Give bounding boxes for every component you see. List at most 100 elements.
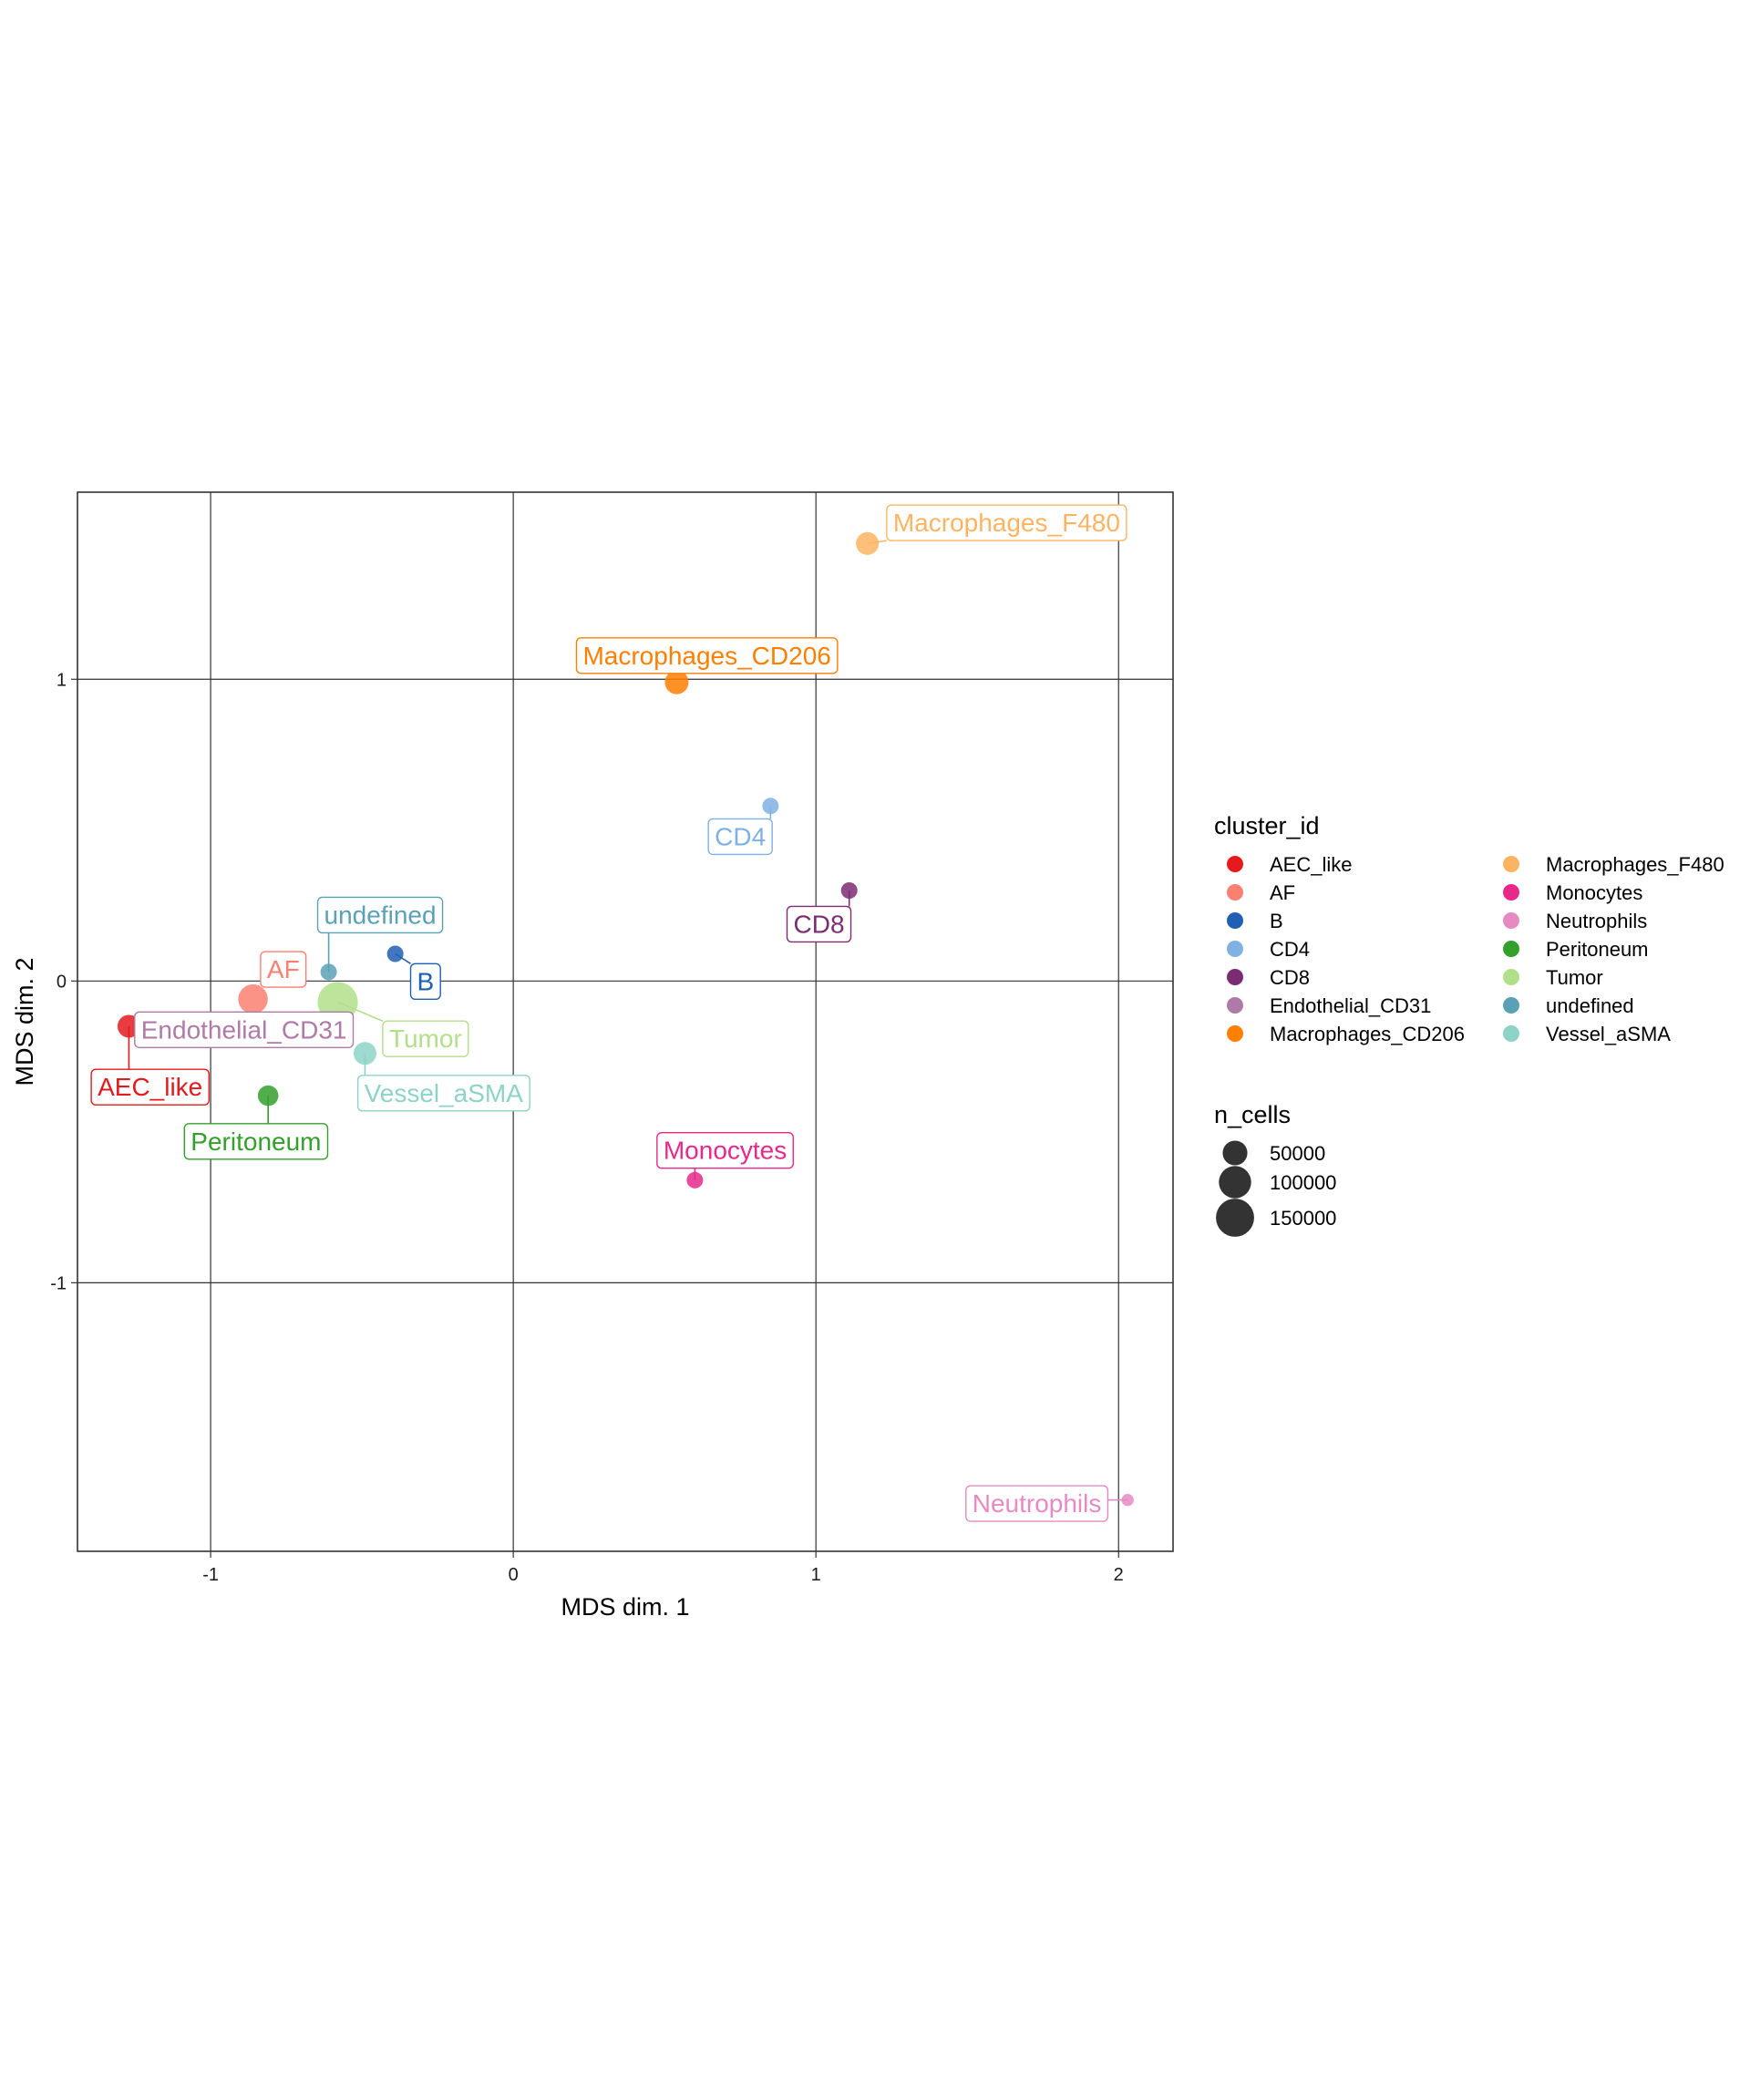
label-text: AEC_like [98, 1073, 202, 1101]
label-text: Vessel_aSMA [365, 1079, 524, 1107]
label-text: Peritoneum [190, 1127, 321, 1156]
size-key-50000 [1222, 1140, 1248, 1166]
x-tick-label: -1 [202, 1565, 219, 1585]
legend-label-macrophages-f480: Macrophages_F480 [1546, 853, 1724, 876]
point-monocytes [686, 1171, 704, 1189]
label-text: AF [267, 955, 300, 983]
label-undefined: undefined [316, 896, 444, 934]
data-labels: AEC_like AF B CD4 CD8 Endothelial_CD31 Macroph… [90, 504, 1127, 1522]
label-cd4: CD4 [707, 818, 773, 856]
legend-label-tumor: Tumor [1546, 966, 1603, 989]
legend-key-peritoneum [1503, 941, 1519, 957]
legend-label-cd4: CD4 [1270, 938, 1310, 961]
label-text: Tumor [389, 1024, 462, 1053]
legend-key-cd4 [1227, 941, 1243, 957]
label-tumor: Tumor [382, 1020, 469, 1057]
legend-key-macrophages-f480 [1503, 856, 1519, 872]
legend-key-vessel-asma [1503, 1025, 1519, 1042]
legend-label-peritoneum: Peritoneum [1546, 938, 1649, 961]
label-box [260, 951, 307, 988]
cluster-legend: cluster_id AEC_like AF B CD4 CD8 Endothelial_… [1214, 812, 1724, 1045]
x-tick-label: 1 [811, 1565, 821, 1585]
label-box [382, 1020, 469, 1057]
label-box [886, 504, 1127, 541]
label-box [656, 1131, 794, 1169]
label-text: Neutrophils [973, 1489, 1102, 1518]
point-cd4 [762, 798, 779, 815]
legend-label-cd8: CD8 [1270, 966, 1310, 989]
point-neutrophils [1121, 1494, 1134, 1507]
label-aec-like: AEC_like [90, 1068, 210, 1106]
cluster-legend-title: cluster_id [1214, 812, 1320, 839]
size-key-100000 [1219, 1166, 1251, 1199]
label-endothelial-cd31: Endothelial_CD31 [134, 1011, 355, 1048]
y-tick-label: 1 [57, 670, 67, 690]
legend-label-undefined: undefined [1546, 994, 1634, 1017]
legend-label-b: B [1270, 910, 1283, 932]
legend-key-endothelial-cd31 [1227, 997, 1243, 1014]
x-tick-label: 0 [509, 1565, 519, 1585]
legend-key-aec-like [1227, 856, 1243, 872]
label-box [707, 818, 773, 856]
legend-key-neutrophils [1503, 912, 1519, 929]
label-text: undefined [324, 901, 437, 929]
label-text: B [417, 967, 435, 995]
point-macrophages-f480 [856, 531, 880, 555]
legend-label-aec-like: AEC_like [1270, 853, 1352, 876]
label-macrophages-cd206: Macrophages_CD206 [575, 637, 839, 674]
point-macrophages-cd206 [664, 670, 689, 695]
size-label-100000: 100000 [1270, 1171, 1336, 1194]
legend-label-endothelial-cd31: Endothelial_CD31 [1270, 994, 1431, 1017]
point-peritoneum [257, 1085, 279, 1107]
point-b [386, 945, 404, 962]
label-box [965, 1485, 1109, 1522]
point-undefined [320, 963, 337, 981]
size-legend-title: n_cells [1214, 1101, 1291, 1128]
label-af: AF [260, 951, 307, 988]
legend-key-af [1227, 884, 1243, 901]
label-text: CD8 [794, 910, 845, 938]
legend-key-undefined [1503, 997, 1519, 1014]
legend-key-macrophages-cd206 [1227, 1025, 1243, 1042]
point-af [238, 983, 268, 1014]
label-box [356, 1075, 530, 1112]
label-b: B [409, 962, 441, 1001]
legend-label-vessel-asma: Vessel_aSMA [1546, 1023, 1671, 1045]
label-text: Monocytes [664, 1137, 787, 1165]
x-tick-label: 2 [1114, 1565, 1124, 1585]
label-macrophages-f480: Macrophages_F480 [886, 504, 1127, 541]
y-tick-label: 0 [57, 972, 67, 992]
label-box [90, 1068, 210, 1106]
legend-label-af: AF [1270, 881, 1295, 904]
label-box [786, 905, 852, 943]
label-peritoneum: Peritoneum [183, 1123, 329, 1160]
size-label-50000: 50000 [1270, 1142, 1325, 1165]
size-key-150000 [1216, 1199, 1254, 1237]
size-label-150000: 150000 [1270, 1207, 1336, 1230]
x-axis-label: MDS dim. 1 [561, 1593, 689, 1621]
point-cd8 [840, 881, 858, 900]
label-neutrophils: Neutrophils [965, 1485, 1109, 1522]
y-tick-label: -1 [50, 1273, 67, 1293]
label-box [316, 896, 444, 934]
size-legend: n_cells 50000 100000 150000 [1214, 1101, 1336, 1237]
legend-label-neutrophils: Neutrophils [1546, 910, 1647, 932]
label-box [575, 637, 839, 674]
legend-key-tumor [1503, 969, 1519, 985]
legend-key-monocytes [1503, 884, 1519, 901]
point-vessel-asma [353, 1042, 376, 1065]
x-axis-ticks: -1 0 1 2 [202, 1551, 1124, 1585]
label-vessel-asma: Vessel_aSMA [356, 1075, 530, 1112]
y-axis-ticks: -1 0 1 [50, 670, 77, 1293]
label-text: Endothelial_CD31 [141, 1015, 347, 1044]
label-monocytes: Monocytes [656, 1131, 794, 1169]
label-box [134, 1011, 355, 1048]
label-cd8: CD8 [786, 905, 852, 943]
label-text: Macrophages_F480 [893, 509, 1120, 537]
legend-key-cd8 [1227, 969, 1243, 985]
label-box [409, 962, 441, 1001]
label-box [183, 1123, 329, 1160]
legend-label-monocytes: Monocytes [1546, 881, 1642, 904]
